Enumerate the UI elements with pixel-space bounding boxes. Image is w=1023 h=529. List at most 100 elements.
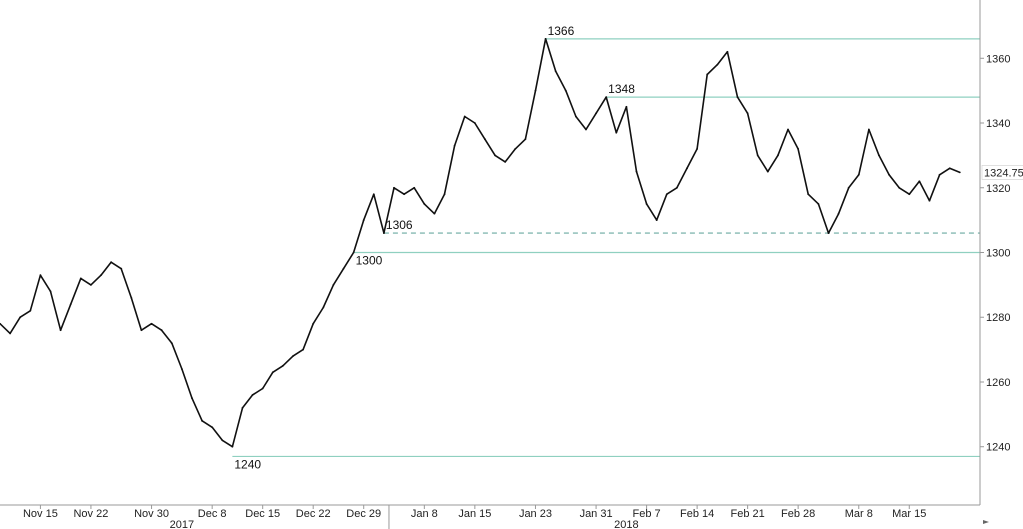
data-point <box>59 329 62 332</box>
data-point <box>292 355 294 357</box>
data-point <box>39 274 42 277</box>
data-point <box>888 173 890 176</box>
level-label-1366: 1366 <box>548 24 575 38</box>
data-point <box>231 445 234 448</box>
data-point <box>585 128 587 131</box>
data-point <box>787 128 789 131</box>
data-point <box>302 348 304 351</box>
data-point <box>595 112 597 115</box>
data-point <box>69 303 72 306</box>
level-label-1240: 1240 <box>234 457 261 471</box>
data-point <box>635 170 638 173</box>
x-tick-label: Dec 22 <box>296 508 331 520</box>
data-point <box>817 203 820 205</box>
x-tick-label: Feb 7 <box>633 508 661 520</box>
x-tick-label: Dec 8 <box>198 508 227 520</box>
data-point <box>413 186 416 189</box>
data-point <box>372 193 375 196</box>
y-tick-label: 1300 <box>986 248 1010 260</box>
data-point <box>443 193 446 196</box>
x-tick-label: Feb 14 <box>680 508 714 520</box>
data-point <box>180 368 183 370</box>
data-point <box>241 406 244 409</box>
data-point <box>574 115 577 118</box>
data-point <box>160 329 163 332</box>
data-point <box>615 131 618 134</box>
data-point <box>221 439 224 442</box>
level-lines <box>232 38 980 458</box>
y-tick-label: 1260 <box>986 377 1010 389</box>
x-tick-label: Jan 15 <box>458 508 491 520</box>
data-point <box>706 73 709 76</box>
data-point <box>716 63 719 66</box>
data-point <box>130 296 133 299</box>
y-tick-label: 1340 <box>986 118 1010 130</box>
data-point <box>261 387 264 390</box>
data-point <box>423 203 426 205</box>
data-point <box>150 322 153 325</box>
data-point <box>393 186 395 189</box>
data-point <box>958 171 961 174</box>
data-point <box>453 144 456 147</box>
data-point <box>29 309 32 312</box>
x-tick-label: Mar 15 <box>892 508 926 520</box>
last-value-label: 1324.75 <box>984 167 1023 179</box>
data-point <box>938 173 941 176</box>
data-point <box>807 193 810 196</box>
data-point <box>201 419 203 422</box>
data-point <box>312 322 315 325</box>
data-point <box>49 290 52 293</box>
data-point <box>514 148 517 150</box>
data-point <box>110 261 113 264</box>
data-point <box>383 232 385 234</box>
data-point <box>191 397 193 400</box>
x-tick-label: Jan 31 <box>580 508 613 520</box>
x-tick-label: Nov 22 <box>73 508 108 520</box>
data-point <box>170 342 173 345</box>
x-tick-label: Feb 21 <box>731 508 765 520</box>
data-point <box>696 148 699 150</box>
x-tick-label: Dec 15 <box>245 508 280 520</box>
data-point <box>352 251 355 254</box>
data-point <box>534 89 537 92</box>
data-point <box>827 232 830 234</box>
data-point <box>918 180 921 183</box>
x-tick-label: Nov 30 <box>134 508 169 520</box>
data-point <box>332 283 335 286</box>
data-point <box>140 329 143 332</box>
data-point <box>655 219 658 222</box>
data-point <box>847 186 850 189</box>
data-point <box>544 37 547 40</box>
level-label-1348: 1348 <box>608 82 635 96</box>
data-point <box>766 170 769 173</box>
x-tick-label: Nov 15 <box>23 508 58 520</box>
x-tick-label: Mar 8 <box>845 508 873 520</box>
data-point <box>746 112 749 115</box>
price-series <box>0 37 961 448</box>
data-point <box>867 128 870 131</box>
data-point <box>676 186 678 189</box>
year-label: 2017 <box>170 519 194 529</box>
data-point <box>797 148 800 150</box>
data-point <box>473 122 476 124</box>
data-point <box>625 105 628 108</box>
data-point <box>686 167 688 170</box>
data-point <box>726 50 729 53</box>
level-label-1300: 1300 <box>356 254 383 268</box>
data-point <box>9 332 12 335</box>
data-point <box>100 274 102 277</box>
data-point <box>777 154 779 157</box>
data-point <box>463 115 466 118</box>
data-point <box>504 160 507 163</box>
data-point <box>211 426 214 429</box>
y-tick-label: 1280 <box>986 312 1010 324</box>
y-tick-label: 1320 <box>986 183 1010 195</box>
y-tick-label: 1240 <box>986 442 1010 454</box>
data-point <box>281 364 284 367</box>
data-point <box>322 306 325 309</box>
data-point <box>736 96 739 99</box>
data-point <box>251 394 254 396</box>
data-point <box>362 219 365 222</box>
x-tick-label: Jan 8 <box>411 508 438 520</box>
data-point <box>837 212 840 215</box>
